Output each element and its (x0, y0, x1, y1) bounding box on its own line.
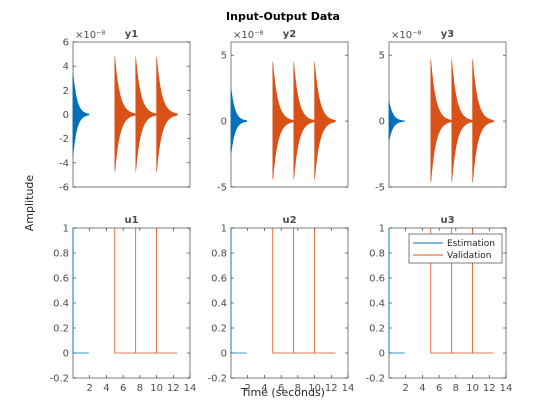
y-tick-label: 0.4 (53, 299, 69, 310)
series-validation-line (114, 228, 178, 354)
x-tick-label: 8 (295, 383, 301, 394)
y-tick-label: 5 (221, 51, 227, 62)
legend-box (408, 233, 503, 264)
x-tick-label: 14 (184, 383, 197, 394)
plot-frame (388, 41, 507, 188)
x-tick-label: 4 (261, 383, 267, 394)
x-tick-label: 6 (120, 383, 126, 394)
y-tick-label: 0.2 (211, 324, 227, 335)
y-tick-label: -0.2 (207, 374, 227, 385)
y-tick-label: 1 (379, 224, 385, 235)
subplot-title: u3 (440, 215, 454, 226)
axis-exponent: ×10⁻⁸ (233, 30, 263, 41)
series-validation-line (114, 56, 178, 172)
y-tick-label: -4 (59, 158, 69, 169)
subplot-title: u1 (124, 215, 138, 226)
x-tick-label: 2 (87, 383, 93, 394)
y-tick-label: 0 (379, 349, 385, 360)
subplot-u1: u1-0.200.20.40.60.812 4 6 8 10 12 14 (49, 215, 196, 394)
x-tick-label: 10 (150, 383, 163, 394)
x-tick-label: 12 (167, 383, 180, 394)
x-tick-label: 8 (137, 383, 143, 394)
subplot-grid: y1×10⁻⁸-6-4-20246y2×10⁻⁸-505y3×10⁻⁸-505u… (49, 29, 512, 394)
series-validation-line (430, 228, 494, 354)
x-tick-label: 14 (342, 383, 355, 394)
x-tick-label: 4 (419, 383, 425, 394)
series-estimation-line (72, 228, 89, 354)
figure-title: Input-Output Data (226, 10, 340, 23)
y-tick-label: -0.2 (365, 374, 385, 385)
x-tick-label: 8 (453, 383, 459, 394)
y-tick-label: 0 (221, 117, 227, 128)
y-tick-label: 0.8 (369, 249, 385, 260)
y-tick-label: -5 (217, 183, 227, 194)
y-tick-label: 2 (63, 86, 69, 97)
x-tick-label: 10 (466, 383, 479, 394)
legend: Estimation Validation (408, 233, 503, 264)
subplot-y1: y1 ×10⁻⁸ -6 -4 -2 0 2 4 6 (59, 29, 191, 194)
y-tick-label: -6 (59, 183, 69, 194)
plot-frame (230, 227, 349, 379)
x-tick-label: 6 (278, 383, 284, 394)
subplot-y2: y2 ×10⁻⁸ -5 0 5 (217, 29, 349, 194)
axis-exponent: ×10⁻⁸ (75, 30, 105, 41)
subplot-y3: y3 ×10⁻⁸ -5 0 5 (375, 29, 507, 194)
series-estimation-line (388, 101, 406, 141)
y-tick-label: 0.2 (369, 324, 385, 335)
series-validation-line (272, 228, 336, 354)
y-tick-label: 1 (221, 224, 227, 235)
series-validation-line (272, 61, 336, 180)
series-validation-line (430, 59, 494, 183)
subplot-title: u2 (282, 215, 296, 226)
y-axis-label: Amplitude (23, 175, 36, 232)
plot-frame (72, 227, 191, 379)
series-estimation-line (230, 88, 248, 154)
y-tick-label: 1 (63, 224, 69, 235)
x-tick-label: 12 (325, 383, 338, 394)
series-estimation-line (72, 73, 90, 155)
y-tick-label: -0.2 (49, 374, 69, 385)
y-tick-label: 0.6 (211, 274, 227, 285)
x-tick-label: 6 (436, 383, 442, 394)
y-tick-label: 0.4 (369, 299, 385, 310)
subplot-u2: u2-0.200.20.40.60.812 4 6 8 10 12 14 (207, 215, 354, 394)
x-tick-label: 12 (483, 383, 496, 394)
y-tick-label: 5 (379, 51, 385, 62)
y-tick-label: -5 (375, 183, 385, 194)
y-tick-label: 4 (63, 62, 69, 73)
x-tick-label: 10 (308, 383, 321, 394)
legend-entry-estimation: Estimation (447, 239, 495, 249)
y-tick-label: 0.8 (211, 249, 227, 260)
x-tick-label: 14 (500, 383, 513, 394)
x-tick-label: 2 (403, 383, 409, 394)
series-estimation-line (388, 228, 405, 354)
legend-entry-validation: Validation (447, 251, 491, 261)
y-tick-label: 0 (63, 110, 69, 121)
subplot-title: y3 (441, 29, 455, 40)
subplot-title: y2 (283, 29, 297, 40)
y-tick-label: 0.6 (53, 274, 69, 285)
y-tick-label: 0.2 (53, 324, 69, 335)
y-tick-label: 0.4 (211, 299, 227, 310)
plot-frame (230, 41, 349, 188)
y-tick-label: 0 (63, 349, 69, 360)
y-tick-label: 6 (63, 38, 69, 49)
axis-exponent: ×10⁻⁸ (391, 30, 421, 41)
x-tick-label: 2 (245, 383, 251, 394)
series-estimation-line (230, 228, 247, 354)
y-tick-label: -2 (59, 134, 69, 145)
x-tick-label: 4 (103, 383, 109, 394)
y-tick-label: 0.8 (53, 249, 69, 260)
y-tick-label: 0.6 (369, 274, 385, 285)
y-tick-label: 0 (221, 349, 227, 360)
x-axis-label: Time (seconds) (240, 386, 325, 399)
subplot-title: y1 (125, 29, 139, 40)
y-tick-label: 0 (379, 117, 385, 128)
